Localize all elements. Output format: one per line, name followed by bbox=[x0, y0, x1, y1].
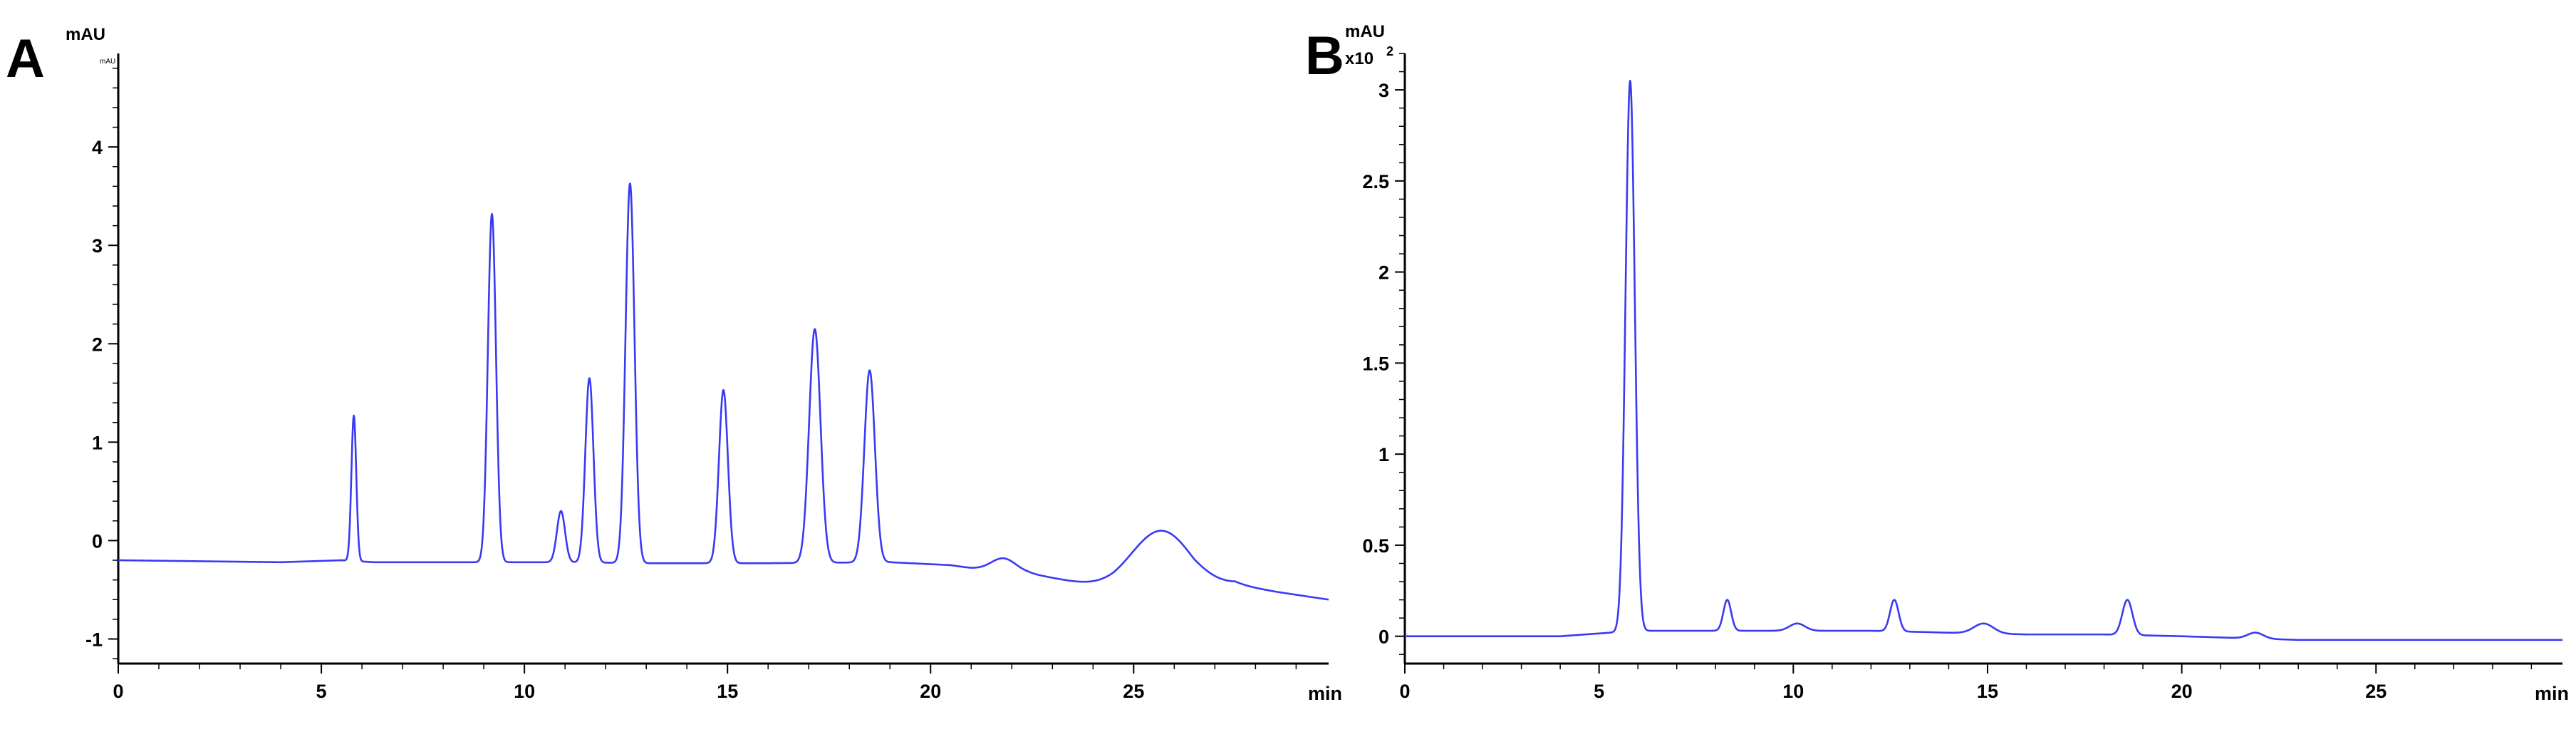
panel-b-y-exponent: 2 bbox=[1386, 44, 1393, 58]
panel-a-axes bbox=[117, 53, 1329, 665]
chromatogram-trace-line bbox=[1404, 80, 2563, 641]
y-tick-label: 1 bbox=[1378, 444, 1389, 465]
panel-a-x-unit: min bbox=[1308, 683, 1342, 704]
panel-a-ticks: 0 5 10 15 20 25 -1 0 1 2 3 4 bbox=[85, 67, 1297, 702]
panel-a-y-unit: mAU bbox=[66, 25, 105, 44]
panel-b-axes bbox=[1403, 53, 2562, 665]
y-tick-label: 2.5 bbox=[1362, 171, 1389, 192]
y-tick-label: 1 bbox=[92, 432, 103, 453]
x-tick-label: 25 bbox=[2365, 681, 2387, 702]
y-tick-label: 4 bbox=[92, 137, 103, 158]
x-tick-label: 15 bbox=[717, 681, 738, 702]
y-tick-label: 3 bbox=[92, 235, 103, 257]
panel-b-y-multiplier: x10 bbox=[1345, 49, 1373, 68]
panel-b-y-unit: mAU bbox=[1345, 22, 1385, 41]
panel-a-label: A bbox=[6, 29, 45, 89]
chromatogram-panel-b: B mAU x10 2 0 5 10 15 20 25 0 0.5 1 1.5 2 2.5 3 min bbox=[1305, 22, 2569, 704]
panel-b-ticks: 0 5 10 15 20 25 0 0.5 1 1.5 2 2.5 3 bbox=[1362, 53, 2533, 702]
x-tick-label: 0 bbox=[113, 681, 123, 702]
x-tick-label: 20 bbox=[2171, 681, 2193, 702]
y-tick-label: 2 bbox=[1378, 262, 1389, 284]
y-tick-label: -1 bbox=[85, 629, 103, 650]
panel-a-trace bbox=[118, 182, 1329, 601]
x-tick-label: 5 bbox=[1594, 681, 1604, 702]
y-tick-label: 0.5 bbox=[1362, 535, 1389, 557]
y-tick-label: 1.5 bbox=[1362, 353, 1389, 374]
x-tick-label: 25 bbox=[1123, 681, 1144, 702]
y-tick-label: 2 bbox=[92, 334, 103, 355]
x-tick-label: 15 bbox=[1977, 681, 1998, 702]
y-tick-label: 3 bbox=[1378, 80, 1389, 101]
x-tick-label: 0 bbox=[1399, 681, 1410, 702]
x-tick-label: 10 bbox=[1782, 681, 1804, 702]
x-tick-label: 20 bbox=[920, 681, 941, 702]
chromatogram-panel-a: A mAU mAU 0 5 10 15 20 25 -1 0 1 2 3 4 min bbox=[6, 25, 1342, 704]
y-tick-label: 0 bbox=[92, 530, 103, 552]
panel-b-x-unit: min bbox=[2535, 683, 2569, 704]
chromatogram-trace-line bbox=[118, 182, 1329, 601]
panel-b-label: B bbox=[1305, 26, 1344, 86]
panel-a-y-unit-small: mAU bbox=[100, 58, 115, 66]
panel-b-trace bbox=[1404, 80, 2563, 641]
x-tick-label: 5 bbox=[316, 681, 327, 702]
x-tick-label: 10 bbox=[514, 681, 535, 702]
y-tick-label: 0 bbox=[1378, 627, 1389, 648]
